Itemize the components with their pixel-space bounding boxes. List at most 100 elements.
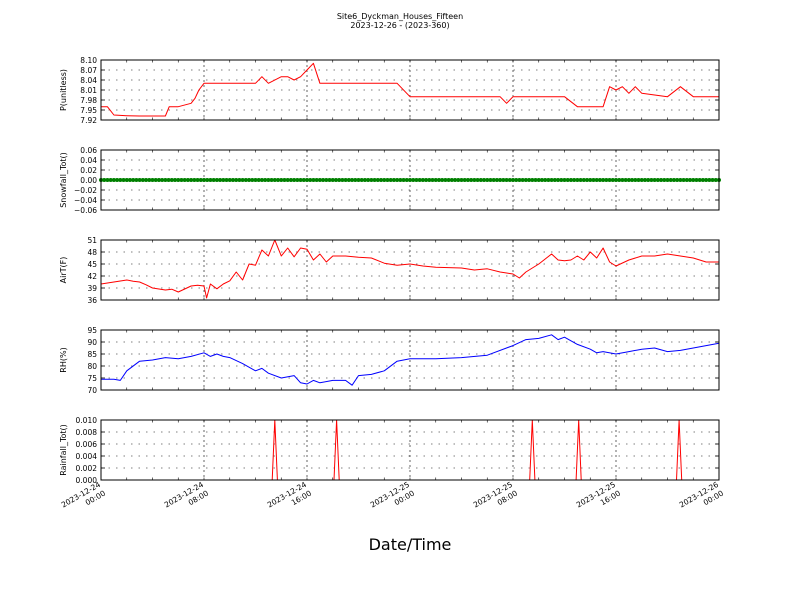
data-point — [356, 178, 361, 182]
plot-frame — [100, 329, 720, 391]
data-point — [610, 178, 615, 182]
data-point — [211, 178, 216, 182]
data-point — [642, 178, 647, 182]
data-point — [372, 178, 377, 182]
y-tick-label: −0.02 — [74, 186, 97, 195]
data-point — [298, 178, 303, 182]
data-point — [668, 178, 673, 182]
series-line — [101, 62, 719, 117]
data-point — [208, 178, 213, 182]
data-point — [462, 178, 467, 182]
data-point — [694, 178, 699, 182]
data-point — [655, 178, 660, 182]
data-point — [321, 178, 326, 182]
y-tick-label: 42 — [87, 272, 97, 281]
series-line — [101, 334, 720, 386]
data-point — [285, 178, 290, 182]
data-point — [659, 178, 664, 182]
data-point — [115, 178, 120, 182]
data-point — [140, 178, 145, 182]
data-point — [205, 178, 210, 182]
data-point — [185, 178, 190, 182]
y-tick-label: 7.95 — [80, 106, 97, 115]
data-point — [288, 178, 293, 182]
data-point — [408, 178, 412, 182]
data-point — [147, 178, 152, 182]
data-point — [533, 178, 538, 182]
data-point — [272, 178, 277, 182]
data-point — [523, 178, 528, 182]
data-point — [330, 178, 335, 182]
data-point — [697, 178, 702, 182]
y-tick-label: 70 — [87, 386, 97, 395]
data-point — [556, 178, 561, 182]
data-point — [517, 178, 522, 182]
y-tick-label: 0.002 — [76, 464, 98, 473]
data-point — [591, 178, 596, 182]
data-point — [253, 178, 258, 182]
data-point — [607, 178, 612, 182]
y-tick-label: 0.010 — [76, 416, 98, 425]
y-tick-label: 45 — [87, 260, 97, 269]
data-point — [478, 178, 483, 182]
data-point — [662, 178, 667, 182]
data-point — [546, 178, 551, 182]
data-point — [511, 178, 515, 182]
data-point — [684, 178, 689, 182]
data-point — [665, 178, 670, 182]
data-point — [411, 178, 416, 182]
data-point — [237, 178, 242, 182]
data-point — [414, 178, 419, 182]
panel-1: 7.927.957.988.018.048.078.10 P(unitless) — [59, 56, 720, 125]
data-point — [539, 178, 544, 182]
data-point — [465, 178, 470, 182]
data-point — [469, 178, 474, 182]
data-point — [150, 178, 155, 182]
data-point — [247, 178, 252, 182]
y-tick-label: 8.10 — [80, 56, 97, 65]
data-point — [565, 178, 570, 182]
data-point — [179, 178, 184, 182]
data-point — [295, 178, 300, 182]
data-point — [337, 178, 342, 182]
data-point — [230, 178, 235, 182]
y-axis-label: Snowfall_Tot() — [59, 152, 68, 208]
data-point — [385, 178, 390, 182]
data-point — [617, 178, 622, 182]
data-point — [250, 178, 255, 182]
data-point — [504, 178, 509, 182]
y-tick-label: 0.02 — [80, 166, 97, 175]
data-point — [681, 178, 686, 182]
data-point — [417, 178, 422, 182]
data-point — [144, 178, 149, 182]
data-point — [453, 178, 458, 182]
y-tick-label: 0.004 — [76, 452, 98, 461]
data-point — [340, 178, 345, 182]
data-point — [108, 178, 113, 182]
data-point — [382, 178, 387, 182]
data-point — [111, 178, 116, 182]
data-point — [578, 178, 583, 182]
y-axis-label: RH(%) — [59, 347, 68, 372]
data-point — [195, 178, 200, 182]
data-point — [623, 178, 628, 182]
data-point — [224, 178, 229, 182]
data-point — [369, 178, 374, 182]
data-point — [105, 178, 110, 182]
data-point — [436, 178, 441, 182]
data-point — [671, 178, 676, 182]
data-point — [214, 178, 219, 182]
data-point — [575, 178, 580, 182]
data-point — [317, 178, 322, 182]
data-point — [169, 178, 174, 182]
y-tick-label: 8.07 — [80, 66, 97, 75]
y-axis-label: Rainfall_Tot() — [59, 424, 68, 476]
data-point — [639, 178, 644, 182]
data-point — [494, 178, 499, 182]
data-point — [131, 178, 136, 182]
data-point — [710, 178, 715, 182]
